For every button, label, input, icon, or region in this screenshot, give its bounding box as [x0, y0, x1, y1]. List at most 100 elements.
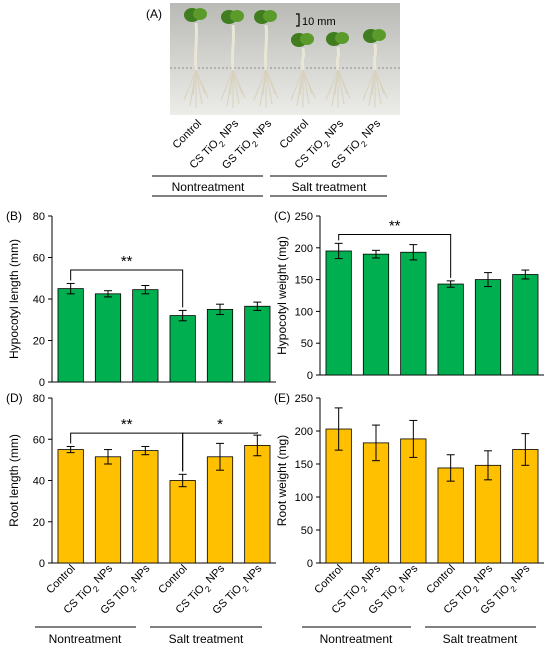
- seedling-root: [302, 69, 310, 105]
- y-tick-label: 20: [33, 336, 45, 348]
- seedling: [362, 29, 388, 108]
- subscript: 2: [471, 584, 481, 594]
- seedling-root: [183, 69, 197, 101]
- significance-bracket: [338, 233, 452, 278]
- chart-hypocotyl-length: (B) 0 20 40 60 80 Hypocotyl length (mm) **: [6, 209, 276, 389]
- bar: [169, 480, 196, 564]
- y-axis-label: Hypocotyl weight (mg): [275, 236, 289, 355]
- bar: [244, 445, 271, 564]
- y-tick-label: 0: [307, 558, 313, 570]
- seedling-root: [299, 69, 304, 96]
- category-suffix: NPs: [358, 117, 384, 143]
- significance-label: **: [121, 416, 133, 433]
- seedling-stem: [335, 46, 341, 71]
- y-axis-label: Root length (mm): [7, 434, 21, 527]
- y-tick-label: 200: [295, 243, 313, 255]
- category-suffix: NPs: [216, 117, 242, 143]
- seedling-cotyledon: [193, 8, 207, 20]
- subscript: 2: [128, 584, 138, 594]
- bar: [132, 289, 159, 383]
- bar: [57, 288, 84, 383]
- significance-bracket: [182, 432, 258, 472]
- bar: [400, 251, 427, 376]
- y-tick-label: 80: [33, 393, 45, 405]
- bar: [94, 456, 122, 564]
- category-suffix: NPs: [507, 562, 533, 588]
- y-tick-label: 60: [33, 434, 45, 446]
- subscript: 2: [322, 139, 332, 149]
- bar: [437, 467, 464, 564]
- seedling-cotyledon: [300, 33, 314, 45]
- seedling-root: [290, 69, 304, 101]
- bar: [57, 449, 84, 564]
- category-suffix: NPs: [321, 117, 347, 143]
- seedling: [325, 32, 351, 108]
- seedling-stem: [230, 24, 236, 71]
- significance-label: **: [389, 217, 401, 234]
- panel-label: (D): [6, 391, 23, 405]
- y-axis-label: Root weight (mg): [275, 435, 289, 526]
- bar: [206, 308, 234, 383]
- seedling-root: [302, 69, 313, 95]
- seedling-root: [195, 69, 203, 105]
- seedling-root: [220, 69, 234, 101]
- seedling-root: [374, 69, 385, 95]
- y-tick-label: 250: [295, 393, 313, 405]
- significance-bracket: [70, 269, 184, 308]
- seedling-root: [337, 69, 345, 105]
- group-label-left-salt: Salt treatment: [169, 632, 244, 646]
- seedling-root: [337, 69, 348, 95]
- bar: [400, 438, 427, 564]
- seedling-root: [265, 69, 276, 95]
- subscript: 2: [508, 584, 518, 594]
- category-suffix: NPs: [90, 562, 116, 588]
- panel-label: (C): [274, 209, 291, 223]
- panel-a-group-nontreatment: Nontreatment: [172, 180, 245, 194]
- bar: [437, 283, 464, 376]
- scale-bar-mark: [296, 13, 300, 27]
- category-suffix: NPs: [202, 562, 228, 588]
- seedling: [183, 8, 209, 108]
- seedling-root: [192, 69, 197, 96]
- y-tick-label: 0: [39, 377, 45, 389]
- bar: [474, 279, 502, 376]
- category-suffix: NPs: [127, 562, 153, 588]
- chart-root-weight: (E) 0 50 100 150 200 250 Root weight (mg): [274, 391, 544, 570]
- seedling-stem: [300, 47, 306, 71]
- photo-background: [170, 3, 400, 115]
- category-label: Control: [156, 563, 190, 597]
- bar: [325, 428, 352, 564]
- panel-a-label: (A): [146, 7, 162, 21]
- seedling: [220, 10, 246, 108]
- subscript: 2: [359, 139, 369, 149]
- bar: [206, 456, 234, 564]
- seedling-stem: [263, 24, 269, 71]
- category-label: Control: [424, 563, 458, 597]
- y-tick-label: 150: [295, 275, 313, 287]
- panel-label: (B): [6, 209, 22, 223]
- seedling-cotyledon: [263, 10, 277, 22]
- y-tick-label: 100: [295, 492, 313, 504]
- seedling: [290, 33, 316, 108]
- seedlings: [183, 8, 388, 108]
- group-label-right-nontreatment: Nontreatment: [320, 632, 393, 646]
- subscript: 2: [203, 584, 213, 594]
- y-tick-label: 0: [307, 370, 313, 382]
- seedling-root: [334, 69, 339, 96]
- seedling: [253, 10, 279, 108]
- seedling-root: [232, 69, 240, 105]
- seedling-stem: [193, 22, 199, 71]
- y-tick-label: 40: [33, 476, 45, 488]
- seedling-cotyledon: [372, 29, 386, 41]
- seedling-cotyledon: [335, 32, 349, 44]
- category-suffix: NPs: [470, 562, 496, 588]
- panel-label: (E): [274, 391, 290, 405]
- category-suffix: NPs: [239, 562, 265, 588]
- scale-bar: 10 mm: [296, 13, 336, 28]
- group-label-right-salt: Salt treatment: [443, 632, 518, 646]
- y-tick-label: 250: [295, 211, 313, 223]
- category-suffix: NPs: [395, 562, 421, 588]
